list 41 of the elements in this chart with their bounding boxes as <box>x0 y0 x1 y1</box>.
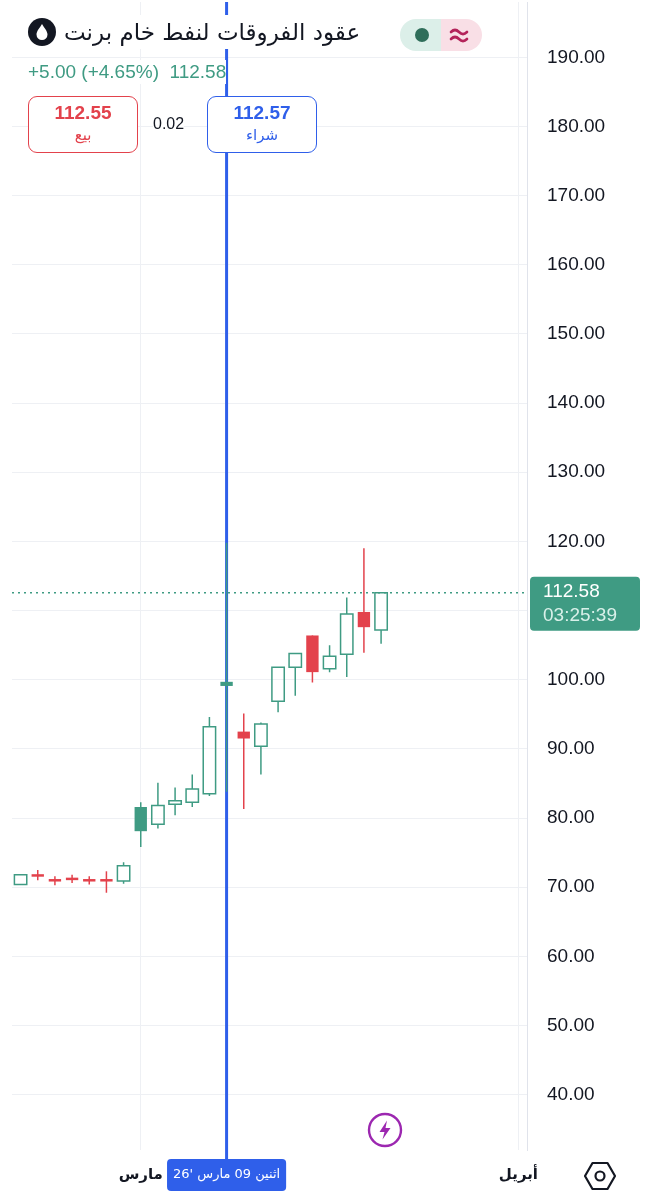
text: عقود الفروقات لنفط خام برنت <box>64 15 361 49</box>
candlestick <box>253 721 268 776</box>
y-tick-label: 120.00 <box>547 529 606 551</box>
candlestick <box>185 773 200 808</box>
y-tick-label: 70.00 <box>547 875 595 897</box>
x-tick-label: اثنين 09 مارس '26 <box>173 1166 281 1183</box>
y-tick-label: 180.00 <box>547 114 606 136</box>
ref-line-label: 112.58 03:25:39 <box>543 579 617 625</box>
y-tick-label: 130.00 <box>547 460 606 482</box>
y-tick-label: 90.00 <box>547 737 595 759</box>
candlestick <box>168 786 183 817</box>
candlestick <box>116 861 131 885</box>
annotation: 112.57 <box>232 102 292 124</box>
candlestick <box>271 665 286 713</box>
annotation: 112.55 <box>53 102 113 124</box>
annotation: شراء <box>244 125 280 146</box>
candlestick <box>322 644 337 673</box>
candlestick <box>357 547 371 654</box>
y-tick-label: 50.00 <box>547 1013 595 1035</box>
x-tick-label: أبريل <box>498 1163 538 1183</box>
y-tick-label: 140.00 <box>547 391 606 413</box>
y-tick-label: 150.00 <box>547 322 606 344</box>
x-tick-label: مارس <box>118 1164 163 1183</box>
annotation: بيع <box>73 125 93 146</box>
candlestick <box>100 870 113 894</box>
y-tick-label: 190.00 <box>547 45 606 67</box>
annotation: 0.02 <box>153 114 185 134</box>
y-tick-label: 170.00 <box>547 183 606 205</box>
text: +5.00 (+4.65%) 112.58 <box>28 60 227 84</box>
y-tick-label: 160.00 <box>547 253 606 275</box>
y-tick-label: 100.00 <box>547 667 606 689</box>
y-tick-label: 60.00 <box>547 944 595 966</box>
candlestick <box>288 652 303 697</box>
candlestick <box>48 875 62 886</box>
candlestick <box>13 874 28 886</box>
y-tick-label: 80.00 <box>547 806 595 828</box>
y-tick-label: 40.00 <box>547 1082 595 1104</box>
candlestick <box>150 782 165 830</box>
candlestick <box>202 716 217 797</box>
candlestick <box>339 596 354 678</box>
candlestick <box>237 712 250 810</box>
